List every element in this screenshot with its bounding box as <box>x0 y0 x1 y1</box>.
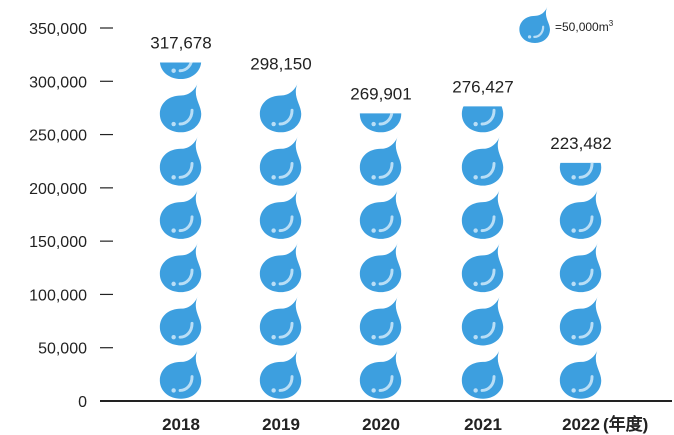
value-label: 298,150 <box>250 54 311 73</box>
x-tick-label: 2018 <box>162 415 200 434</box>
water-drop-icon <box>258 188 303 241</box>
water-drop-icon <box>258 295 303 348</box>
water-drop-icon <box>158 135 203 188</box>
water-drop-icon <box>460 348 505 401</box>
x-tick-label: 2020 <box>362 415 400 434</box>
water-drop-icon <box>158 81 203 134</box>
water-drop-icon <box>460 295 505 348</box>
water-drop-icon <box>358 241 403 294</box>
bar-2021 <box>460 106 505 401</box>
water-drop-icon <box>460 188 505 241</box>
x-tick-label: 2022 <box>562 415 600 434</box>
bar-2022 <box>558 162 603 401</box>
bar-2020 <box>358 113 403 401</box>
water-drop-icon <box>460 241 505 294</box>
y-tick-label: 150,000 <box>29 234 87 251</box>
legend-water-drop-icon <box>518 6 552 44</box>
y-tick-label: 50,000 <box>38 341 87 358</box>
y-tick-label: 100,000 <box>29 287 87 304</box>
water-drop-icon <box>358 348 403 401</box>
value-label: 269,901 <box>350 84 411 103</box>
water-drop-icon <box>158 348 203 401</box>
bar-2019 <box>258 83 303 401</box>
water-drop-icon <box>558 348 603 401</box>
x-axis-unit-label: (年度) <box>603 414 648 434</box>
water-drop-icon <box>158 241 203 294</box>
water-drop-icon <box>258 83 303 134</box>
water-drop-icon <box>558 241 603 294</box>
water-drop-icon <box>258 241 303 294</box>
water-drop-icon <box>158 295 203 348</box>
y-tick-label: 0 <box>78 394 87 411</box>
value-labels: 317,678 298,150 269,901 276,427 223,482 <box>150 33 611 152</box>
x-tick-label: 2019 <box>262 415 300 434</box>
value-label: 276,427 <box>452 77 513 96</box>
x-tick-label: 2021 <box>464 415 502 434</box>
y-tick-label: 250,000 <box>29 128 87 145</box>
value-label: 317,678 <box>150 33 211 52</box>
water-drop-icon <box>460 135 505 188</box>
legend-label: =50,000m3 <box>555 19 614 34</box>
water-drop-icon <box>558 295 603 348</box>
water-drop-icon <box>358 135 403 188</box>
y-tick-label: 300,000 <box>29 74 87 91</box>
x-axis: 2018 2019 2020 2021 2022 (年度) <box>100 400 672 434</box>
water-drop-icon <box>358 295 403 348</box>
value-label: 223,482 <box>550 134 611 153</box>
y-axis: 0 50,000 100,000 150,000 200,000 250,000 300,0… <box>29 21 113 411</box>
water-drop-icon <box>258 135 303 188</box>
water-drop-icon <box>158 188 203 241</box>
y-tick-label: 200,000 <box>29 181 87 198</box>
y-tick-label: 350,000 <box>29 21 87 38</box>
water-drop-icon <box>258 348 303 401</box>
water-drop-icon <box>358 188 403 241</box>
water-drop-icon <box>558 188 603 241</box>
bar-2018 <box>158 62 203 401</box>
legend: =50,000m3 <box>518 6 614 44</box>
